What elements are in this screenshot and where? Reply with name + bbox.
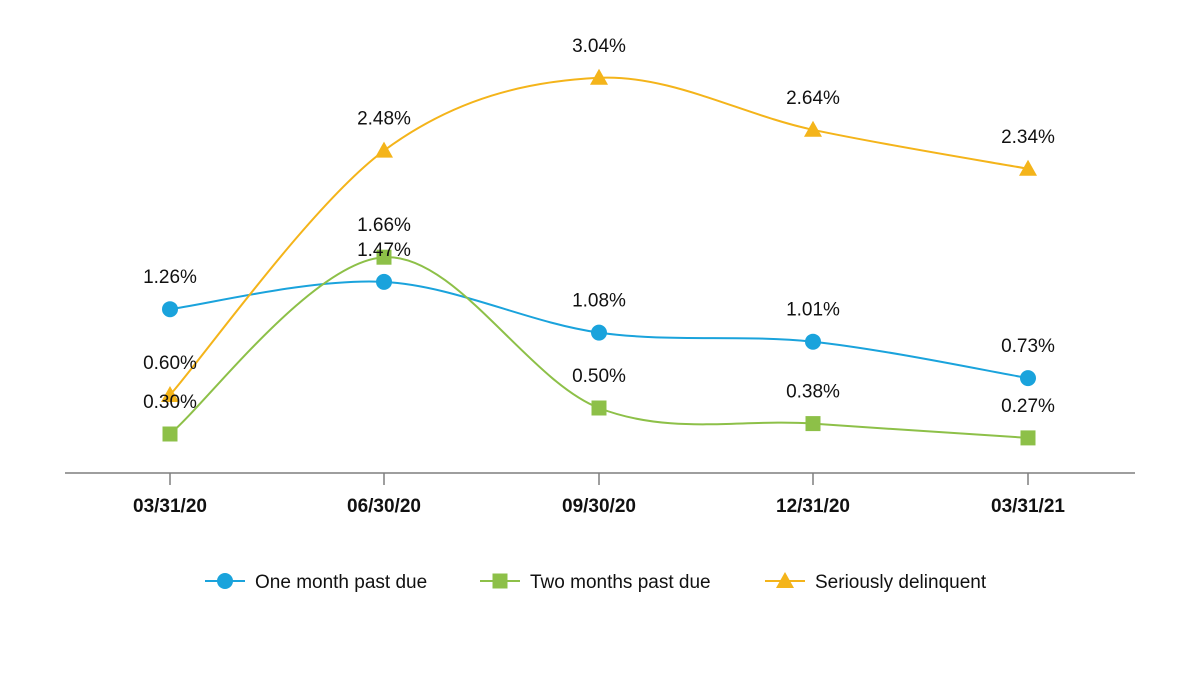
two-months-past-due-marker	[1020, 430, 1036, 446]
one-month-past-due-data-label: 1.47%	[357, 240, 411, 261]
x-tick-label: 09/30/20	[562, 496, 636, 517]
one-month-past-due-data-label: 1.01%	[786, 300, 840, 321]
two-months-past-due-line	[169, 256, 1029, 439]
seriously-delinquent-data-label: 0.60%	[143, 353, 197, 374]
two-months-past-due-legend-label: Two months past due	[530, 572, 711, 593]
series-markers	[161, 68, 1037, 446]
seriously-delinquent-legend-marker	[776, 572, 794, 588]
two-months-past-due-marker	[805, 416, 821, 432]
seriously-delinquent-marker	[375, 141, 393, 158]
one-month-past-due-marker	[162, 301, 178, 318]
seriously-delinquent-marker	[804, 120, 822, 137]
two-months-past-due-data-label: 0.27%	[1001, 396, 1055, 417]
one-month-past-due-data-label: 1.26%	[143, 267, 197, 288]
seriously-delinquent-data-label: 2.48%	[357, 109, 411, 130]
seriously-delinquent-data-label: 3.04%	[572, 36, 626, 57]
seriously-delinquent-line	[169, 76, 1029, 396]
one-month-past-due-marker	[1020, 370, 1036, 387]
one-month-past-due-marker	[376, 273, 392, 290]
one-month-past-due-legend-marker	[217, 573, 233, 589]
seriously-delinquent-data-label: 2.64%	[786, 88, 840, 109]
x-tick-label: 03/31/20	[133, 496, 207, 517]
seriously-delinquent-marker	[161, 386, 179, 402]
legend: One month past due Two months past due Ser…	[205, 572, 987, 593]
one-month-past-due-legend-label: One month past due	[255, 572, 427, 593]
two-months-past-due-data-label: 0.50%	[572, 366, 626, 387]
seriously-delinquent-legend-label: Seriously delinquent	[815, 572, 987, 593]
two-months-past-due-marker	[376, 249, 392, 265]
one-month-past-due-data-label: 0.73%	[1001, 336, 1055, 357]
x-tick-label: 06/30/20	[347, 496, 421, 517]
one-month-past-due-data-label: 1.08%	[572, 291, 626, 312]
seriously-delinquent-data-label: 2.34%	[1001, 127, 1055, 148]
one-month-past-due-marker	[591, 324, 607, 341]
x-tick-label: 03/31/21	[991, 496, 1065, 517]
two-months-past-due-marker	[162, 426, 178, 442]
x-tick-label: 12/31/20	[776, 496, 850, 517]
two-months-past-due-marker	[591, 400, 607, 416]
two-months-past-due-data-label: 1.66%	[357, 215, 411, 236]
one-month-past-due-marker	[805, 333, 821, 350]
seriously-delinquent-marker	[590, 68, 608, 85]
two-months-past-due-data-label: 0.30%	[143, 392, 197, 413]
two-months-past-due-legend-marker	[492, 573, 508, 589]
two-months-past-due-data-label: 0.38%	[786, 382, 840, 403]
x-axis-ticks: 03/31/20 06/30/20 09/30/20 12/31/20 03/31/21	[133, 473, 1065, 517]
data-labels: 1.26% 1.47% 1.08% 1.01% 0.73% 0.30% 1.66% 0.50%…	[143, 36, 1055, 417]
seriously-delinquent-marker	[1019, 159, 1037, 176]
